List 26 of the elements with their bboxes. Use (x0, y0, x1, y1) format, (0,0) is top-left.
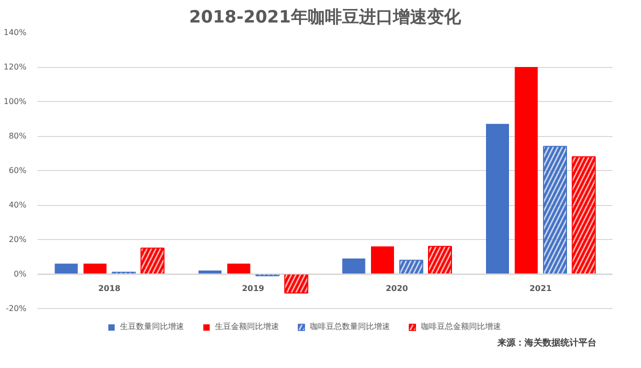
source-note: 来源：海关数据统计平台 (496, 338, 596, 348)
y-tick-label: 40% (8, 200, 27, 210)
y-tick-label: 140% (4, 28, 27, 37)
bar (227, 264, 250, 274)
chart-title: 2018-2021年咖啡豆进口增速变化 (189, 8, 462, 28)
x-tick-label: 2019 (242, 284, 265, 293)
x-tick-label: 2018 (98, 284, 121, 293)
legend-label: 咖啡豆总金额同比增速 (421, 321, 501, 332)
legend-label: 生豆数量同比增速 (120, 321, 184, 332)
x-tick-label: 2020 (386, 284, 408, 293)
y-tick-label: 80% (8, 132, 27, 140)
y-tick-label: 0% (14, 270, 27, 278)
legend-label: 生豆金额同比增速 (215, 321, 279, 332)
y-tick-label: 20% (8, 235, 27, 244)
bar (486, 124, 509, 274)
bar (84, 264, 106, 274)
bar (371, 246, 394, 274)
x-tick-label: 2021 (529, 284, 552, 293)
bar (342, 258, 366, 274)
y-tick-label: 100% (4, 97, 27, 106)
y-tick-label: -20% (6, 304, 27, 313)
y-tick-label: 60% (8, 166, 27, 175)
bar (514, 67, 538, 274)
y-tick-label: 120% (4, 62, 27, 72)
bar (54, 264, 78, 274)
legend-label: 咖啡豆总数量同比增速 (310, 321, 390, 332)
